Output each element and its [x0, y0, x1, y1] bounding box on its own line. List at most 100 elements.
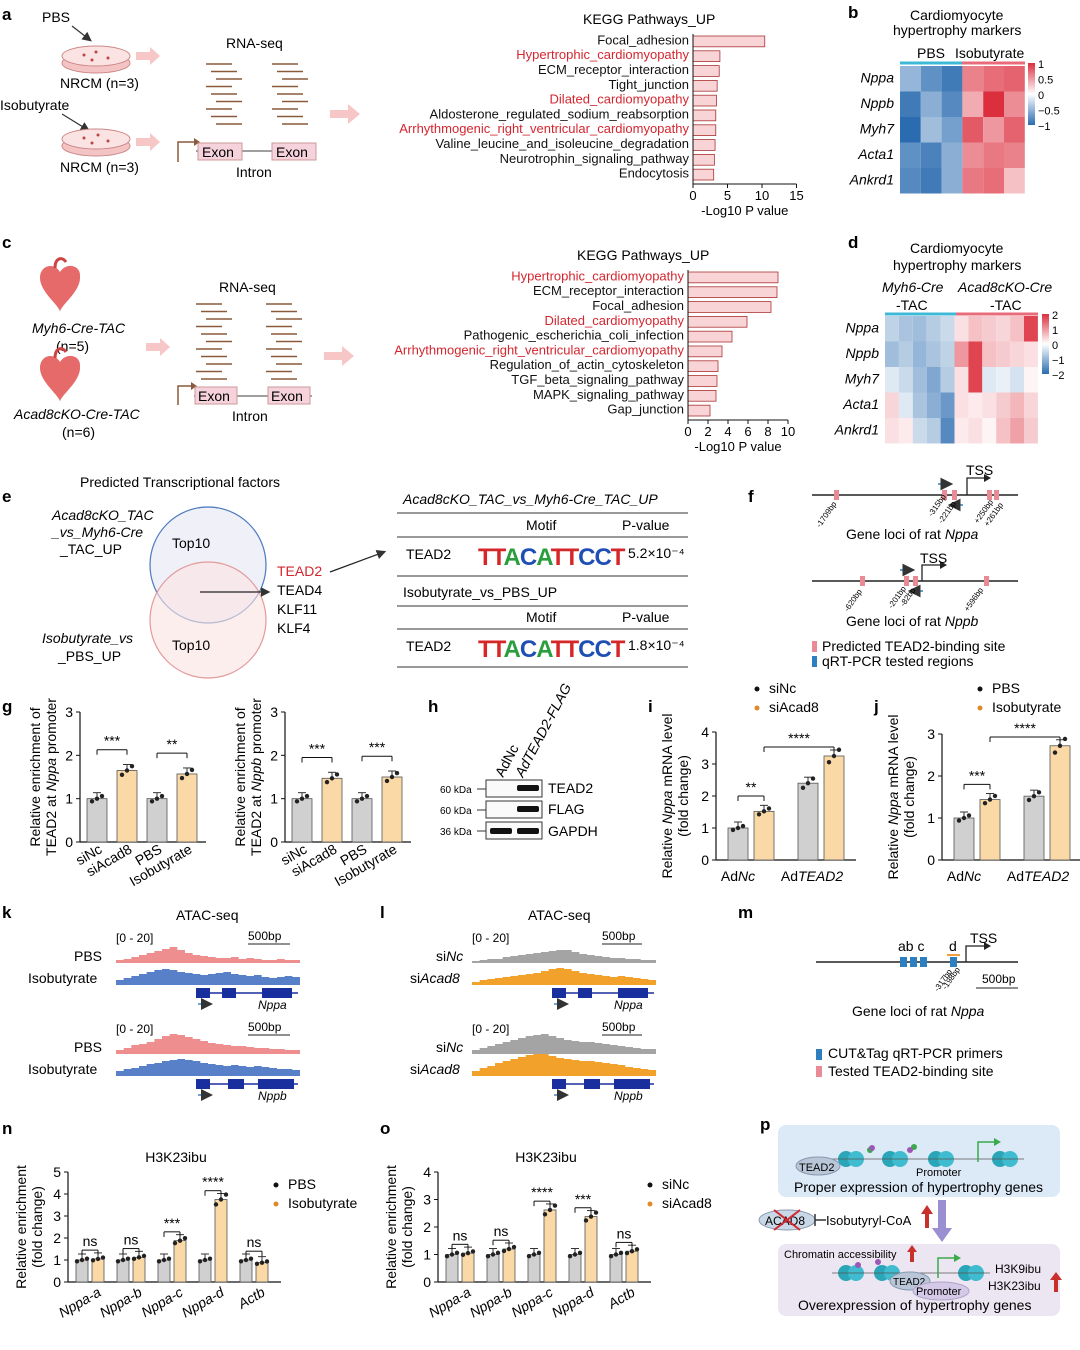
data-point [836, 747, 842, 752]
atac-track [116, 1059, 300, 1076]
data-point [444, 1253, 450, 1259]
western-blot [485, 779, 543, 840]
bar [609, 1254, 623, 1283]
heatmap-cell [900, 142, 921, 168]
heatmap-cell [898, 418, 913, 444]
category-label: Neurotrophin_signaling_pathway [500, 151, 690, 166]
data-point [179, 775, 185, 781]
data-point [624, 1250, 630, 1256]
bar [173, 1240, 187, 1283]
data-point [74, 1259, 80, 1264]
heatmap-b: Nppa Nppb Myh7 Acta1 Ankrd1 1 0.5 0 −0.5 −1 [849, 59, 1060, 194]
gene-loci-label: Gene loci of rat Nppa [852, 1003, 985, 1019]
data-point [490, 1252, 496, 1257]
heatmap-cell [954, 367, 969, 393]
panel-label-d: d [848, 233, 858, 252]
atac-track [472, 950, 656, 963]
data-point [324, 779, 330, 785]
petri-dish-pbs [61, 45, 131, 74]
heatmap-cell [926, 341, 941, 367]
bar [692, 124, 717, 137]
heatmap-column-label: -TAC [990, 297, 1022, 313]
panel-label-h: h [428, 697, 438, 716]
x-tick-label: 6 [744, 424, 751, 439]
category-label: Nppa-c [138, 1284, 185, 1320]
heatmap-cell [940, 367, 955, 393]
atac-track [472, 968, 656, 985]
category-label: Nppa-d [549, 1283, 598, 1320]
legend-tead2-site: Tested TEAD2-binding site [828, 1063, 994, 1079]
data-point [213, 1202, 219, 1207]
heatmap-cell [983, 168, 1004, 194]
track-label: Isobutyrate [28, 1061, 97, 1077]
flow-arrow [324, 346, 354, 366]
tss-label: TSS [970, 930, 997, 946]
heatmap-cell [996, 418, 1011, 444]
heatmap-cell [954, 316, 969, 342]
data-point [449, 1252, 455, 1257]
data-point [826, 760, 832, 765]
group-label-myh6: Myh6-Cre-TAC [32, 320, 126, 336]
gene-label: Acta1 [842, 396, 879, 412]
venn-set-label: _TAC_UP [59, 541, 122, 557]
data-point [1057, 743, 1063, 748]
data-point [831, 753, 837, 759]
data-point [79, 1257, 85, 1263]
intron-label: Intron [232, 408, 268, 424]
category-label: Valine_leucine_and_isoleucine_degradatio… [436, 136, 689, 151]
data-point [506, 1246, 512, 1252]
data-point [542, 1212, 548, 1217]
data-point [248, 1256, 254, 1261]
bar [321, 777, 343, 843]
venn-set-label: Isobutyrate_vs [42, 630, 133, 646]
color-scale-label: 1 [1052, 325, 1058, 337]
data-point [182, 1235, 188, 1241]
heatmap-cell [996, 316, 1011, 342]
heatmap-title: hypertrophy markers [893, 22, 1021, 38]
y-axis-label: (fold change) [901, 756, 917, 838]
x-tick-label: 10 [781, 424, 795, 439]
data-point [761, 809, 767, 814]
category-label: Nppa-a [426, 1284, 474, 1321]
heatmap-cell [982, 392, 997, 418]
panel-label-e: e [2, 487, 11, 506]
y-tick-label: 1 [423, 1247, 431, 1263]
data-point [89, 799, 95, 804]
bar [461, 1252, 475, 1283]
data-point [184, 771, 190, 777]
kda-marker: 60 kDa [440, 806, 472, 817]
significance-label: ** [746, 779, 757, 795]
motif-header: Motif [526, 609, 556, 625]
data-point [264, 1259, 270, 1264]
track-range: [0 - 20] [472, 931, 509, 945]
color-scale-label: 2 [1052, 310, 1058, 322]
kegg-bar-chart-c: KEGG Pathways_UP Hypertrophic_cardiomyopa… [394, 247, 795, 454]
motif-table-title: Acad8cKO_TAC_vs_Myh6-Cre_TAC_UP [402, 491, 658, 507]
data-point [495, 1250, 501, 1256]
bar [979, 799, 1001, 861]
data-point [454, 1250, 460, 1256]
bar [1023, 795, 1045, 861]
venn-set-label: _vs_Myh6-Cre [50, 524, 143, 540]
track-label: Isobutyrate [28, 970, 97, 986]
group-label-acad8: Acad8cKO-Cre-TAC [13, 406, 141, 422]
data-point [613, 1252, 619, 1257]
atac-track [472, 1034, 656, 1054]
atac-track [116, 947, 300, 963]
category-label: Actb [604, 1284, 637, 1312]
heatmap-cell [1024, 367, 1038, 393]
track-label: siNc [436, 948, 463, 964]
y-axis-label: (fold change) [29, 1186, 45, 1268]
heatmap-cell [912, 316, 927, 342]
heatmap-title: Cardiomyocyte [910, 7, 1004, 23]
data-point [90, 1258, 96, 1263]
heatmap-cell [920, 117, 942, 143]
bar [351, 798, 373, 843]
data-point [485, 1253, 491, 1259]
atac-track [472, 1054, 656, 1076]
heatmap-cell [885, 418, 899, 444]
nrcm-label-2: NRCM (n=3) [60, 159, 139, 175]
legend-marker [647, 1182, 653, 1188]
heatmap-cell [954, 341, 969, 367]
chart-title: H3K23ibu [145, 1149, 207, 1165]
